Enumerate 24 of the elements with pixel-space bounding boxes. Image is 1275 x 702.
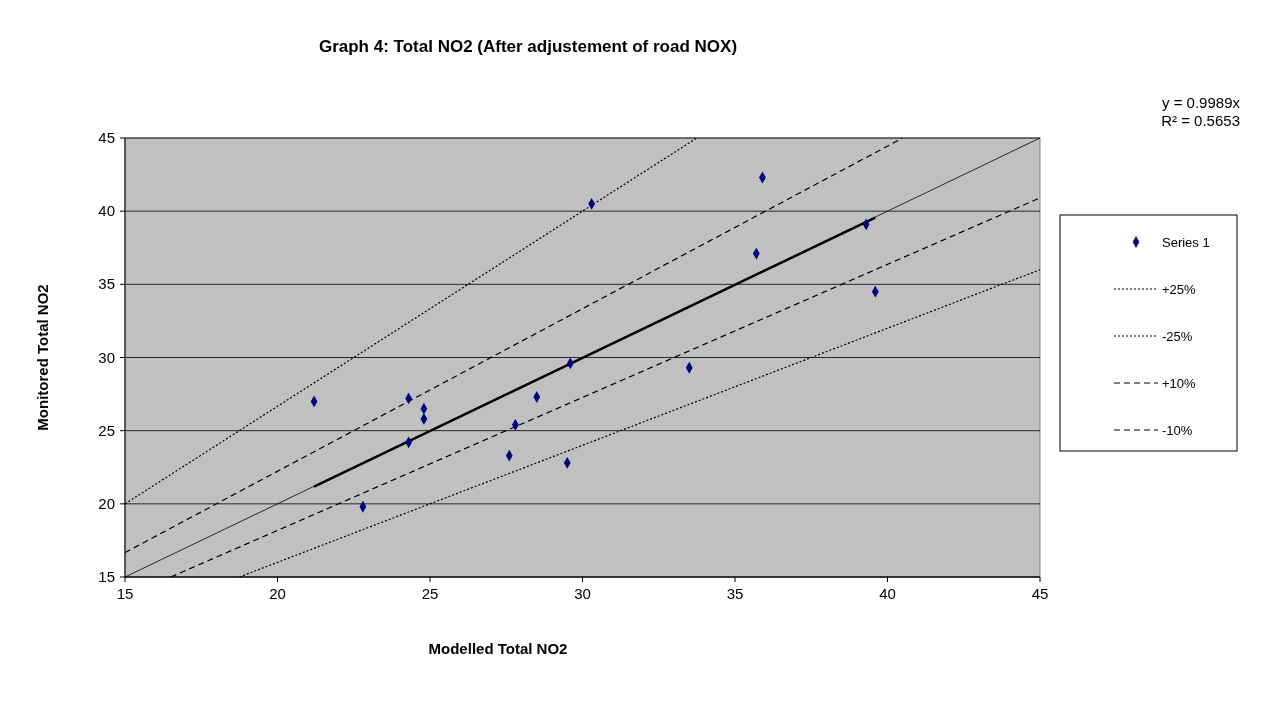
x-tick-label: 25 [421,585,439,602]
y-tick-label: 25 [98,421,115,439]
y-tick-label: 20 [98,494,115,512]
y-tick-label: 40 [98,202,115,220]
legend-label: Series 1 [1162,235,1210,250]
x-tick-label: 45 [1031,585,1049,602]
x-tick-label: 15 [116,585,134,602]
text: R² = 0.5653 [1161,112,1240,129]
y-axis-title: Monitored Total NO2 [34,284,51,431]
y-tick-label: 30 [98,348,115,366]
legend-label: -25% [1162,329,1193,344]
x-tick-label: 40 [879,585,896,602]
x-tick-label: 35 [726,585,744,602]
y-tick-label: 35 [98,275,115,293]
chart-title: Graph 4: Total NO2 (After adjustement of road NOX) [318,37,738,56]
x-tick-label: 30 [574,585,591,602]
y-tick-label: 15 [98,568,115,585]
legend-label: +10% [1162,376,1197,391]
x-axis-title: Modelled Total NO2 [428,640,568,657]
legend-label: -10% [1162,423,1193,438]
x-tick-label: 20 [269,585,286,602]
legend-label: +25% [1162,282,1197,297]
text: y = 0.9989x [1162,94,1241,111]
y-tick-label: 45 [98,129,115,146]
